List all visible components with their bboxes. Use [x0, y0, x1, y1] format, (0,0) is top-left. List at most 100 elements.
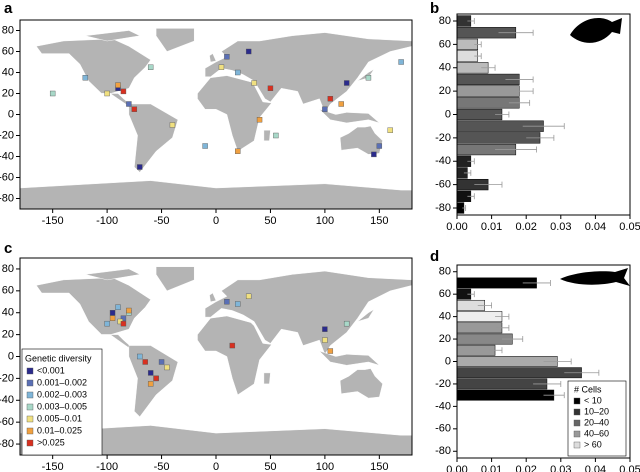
x-tick-label: 0	[213, 461, 219, 472]
legend-label: 40–60	[584, 428, 609, 438]
x-tick-label: 50	[264, 215, 276, 227]
x-tick-label: 0.04	[585, 464, 606, 472]
y-tick-label: -60	[435, 423, 451, 435]
legend-label: 0.001–0.002	[37, 377, 87, 387]
panel-letter: b	[430, 0, 439, 17]
y-tick-label: 20	[439, 85, 451, 97]
grid-cell	[115, 82, 121, 88]
grid-cell	[147, 370, 154, 376]
x-tick-label: 100	[316, 215, 334, 227]
y-tick-label: 40	[439, 62, 451, 74]
y-tick-label: 60	[439, 288, 451, 300]
legend-swatch	[26, 391, 34, 399]
legend-label: > 60	[584, 439, 602, 449]
pike-icon	[560, 268, 630, 286]
y-tick-label: -80	[435, 202, 451, 214]
y-tick-label: 60	[439, 38, 451, 50]
y-tick-label: -20	[435, 378, 451, 390]
panel-letter: c	[4, 240, 12, 257]
grid-cell	[235, 301, 241, 307]
grid-cell	[104, 90, 110, 97]
error-bar	[488, 347, 503, 354]
y-tick-label: 0	[8, 350, 14, 362]
panel-letter: a	[4, 0, 13, 17]
legend-title: # Cells	[574, 384, 602, 394]
y-tick-label: 0	[8, 108, 14, 120]
legend-label: 0.003–0.005	[37, 401, 87, 411]
y-tick-label: -20	[0, 372, 14, 384]
y-tick-label: 20	[2, 87, 14, 99]
grid-cell	[251, 80, 257, 86]
y-tick-label: 20	[2, 329, 14, 341]
error-bar	[474, 53, 482, 60]
grid-cell	[322, 326, 328, 332]
x-tick-label: 50	[264, 461, 276, 472]
y-tick-label: 80	[2, 24, 14, 36]
reef-fish-icon	[570, 18, 622, 43]
legend-swatch	[573, 419, 581, 427]
y-tick-label: -40	[435, 155, 451, 167]
error-bar	[462, 204, 467, 211]
grid-cell	[202, 143, 208, 149]
error-bar	[467, 158, 475, 165]
y-tick-label: -20	[435, 132, 451, 144]
x-tick-label: 0.05	[619, 464, 640, 472]
y-tick-label: -60	[435, 179, 451, 191]
grid-cell	[131, 106, 138, 112]
grid-cell	[235, 148, 241, 154]
grid-cell	[387, 127, 393, 133]
grid-cell	[343, 320, 350, 327]
error-bar	[533, 380, 562, 387]
grid-cell	[126, 307, 132, 314]
error-bar	[505, 88, 534, 95]
grid-cell	[137, 353, 143, 360]
x-tick-label: 0.02	[515, 221, 536, 233]
error-bar	[526, 134, 555, 141]
legend-swatch	[573, 430, 581, 438]
bar	[456, 389, 555, 401]
grid-cell	[147, 64, 154, 70]
x-tick-label: -100	[96, 461, 118, 472]
y-tick-label: -60	[0, 171, 14, 183]
x-tick-label: 0.01	[481, 221, 502, 233]
grid-cell	[322, 106, 328, 112]
grid-cell	[398, 59, 404, 65]
grid-cell	[120, 320, 127, 327]
legend-label: 0.002–0.003	[37, 389, 87, 399]
grid-cell	[235, 69, 241, 76]
grid-cell	[338, 101, 344, 107]
grid-cell	[245, 48, 252, 55]
error-bar	[543, 358, 572, 365]
y-tick-label: -40	[435, 400, 451, 412]
x-tick-label: 0.02	[515, 464, 536, 472]
grid-cell	[267, 85, 274, 91]
error-bar	[508, 99, 531, 106]
x-tick-label: -150	[42, 215, 64, 227]
grid-cell	[273, 132, 279, 139]
y-tick-label: -80	[0, 192, 14, 204]
legend-label: 10–20	[584, 406, 609, 416]
error-bar	[522, 279, 551, 286]
x-tick-label: 0.01	[481, 464, 502, 472]
legend-label: 20–40	[584, 417, 609, 427]
error-bar	[498, 29, 534, 36]
error-bar	[474, 181, 503, 188]
grid-cell	[109, 310, 116, 316]
y-tick-label: 80	[439, 266, 451, 278]
grid-cell	[120, 315, 127, 321]
legend-label: 0.01–0.025	[37, 425, 82, 435]
grid-cell	[169, 122, 176, 128]
error-bar	[495, 313, 510, 320]
y-tick-label: 60	[2, 285, 14, 297]
error-bar	[522, 123, 565, 130]
error-bar	[495, 146, 537, 153]
error-bar	[463, 169, 472, 176]
error-bar	[481, 64, 496, 71]
grid-cell	[327, 96, 334, 102]
grid-cell	[245, 293, 252, 300]
grid-cell	[376, 143, 383, 149]
grid-cell	[343, 80, 350, 86]
grid-cell	[142, 359, 148, 365]
legend-swatch	[573, 397, 581, 405]
y-tick-label: -60	[0, 416, 14, 428]
